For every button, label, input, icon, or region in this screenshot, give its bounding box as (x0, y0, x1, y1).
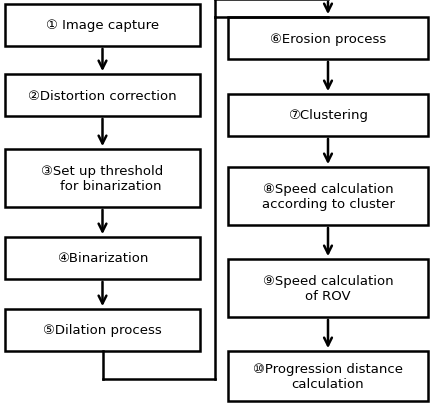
Bar (228, 168, 428, 226)
Text: ②Distortion correction: ②Distortion correction (28, 89, 177, 102)
Text: ⑧Speed calculation
according to cluster: ⑧Speed calculation according to cluster (262, 183, 395, 211)
Text: ① Image capture: ① Image capture (46, 19, 159, 32)
Bar (228, 95, 428, 136)
Text: ⑩Progression distance
calculation: ⑩Progression distance calculation (253, 362, 403, 390)
Text: ⑦Clustering: ⑦Clustering (288, 109, 368, 122)
Bar (5, 149, 200, 207)
Text: ⑥Erosion process: ⑥Erosion process (270, 32, 386, 45)
Text: ④Binarization: ④Binarization (57, 252, 148, 265)
Bar (228, 259, 428, 317)
Bar (5, 309, 200, 351)
Bar (5, 75, 200, 117)
Text: ⑤Dilation process: ⑤Dilation process (43, 324, 162, 337)
Bar (228, 351, 428, 401)
Text: ⑨Speed calculation
of ROV: ⑨Speed calculation of ROV (263, 274, 393, 302)
Bar (5, 5, 200, 47)
Text: ③Set up threshold
    for binarization: ③Set up threshold for binarization (42, 164, 163, 192)
Bar (228, 18, 428, 60)
Bar (5, 237, 200, 279)
